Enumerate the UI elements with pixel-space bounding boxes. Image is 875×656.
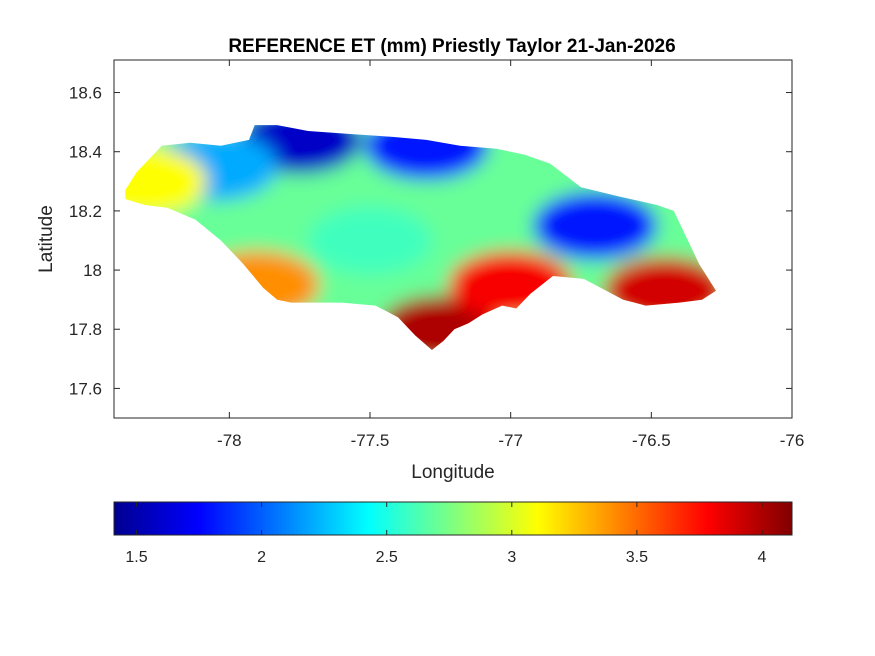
colorbar-tick-label: 4 [758,549,767,566]
x-tick-label: -77.5 [351,431,390,450]
colorbar-tick-label: 1.5 [125,549,147,566]
y-tick-label: 18.4 [69,143,102,162]
map-region [125,147,207,216]
x-tick-label: -77 [498,431,523,450]
colorbar-tick-label: 2 [257,549,266,566]
chart-title: REFERENCE ET (mm) Priestly Taylor 21-Jan… [228,36,675,57]
colorbar-tick-label: 3 [507,549,516,566]
y-tick-label: 18 [83,261,102,280]
y-tick-label: 18.6 [69,84,102,103]
colorbar [113,501,793,536]
y-tick-label: 17.8 [69,320,102,339]
colorbar-tick-label: 3.5 [626,549,648,566]
map-region [533,191,658,260]
x-axis: -78 -77.5 -77 -76.5 -76 [217,60,804,450]
y-axis: 17.6 17.8 18 18.2 18.4 18.6 [69,84,792,398]
y-tick-label: 17.6 [69,379,102,398]
colorbar-ticks: 1.5 2 2.5 3 3.5 4 [125,502,767,566]
x-tick-label: -76 [780,431,805,450]
colorbar-tick-label: 2.5 [376,549,398,566]
map-region [308,206,432,275]
y-tick-label: 18.2 [69,202,102,221]
x-tick-label: -76.5 [632,431,671,450]
x-axis-label: Longitude [411,462,494,483]
y-axis-label: Latitude [36,205,57,273]
x-tick-label: -78 [217,431,242,450]
